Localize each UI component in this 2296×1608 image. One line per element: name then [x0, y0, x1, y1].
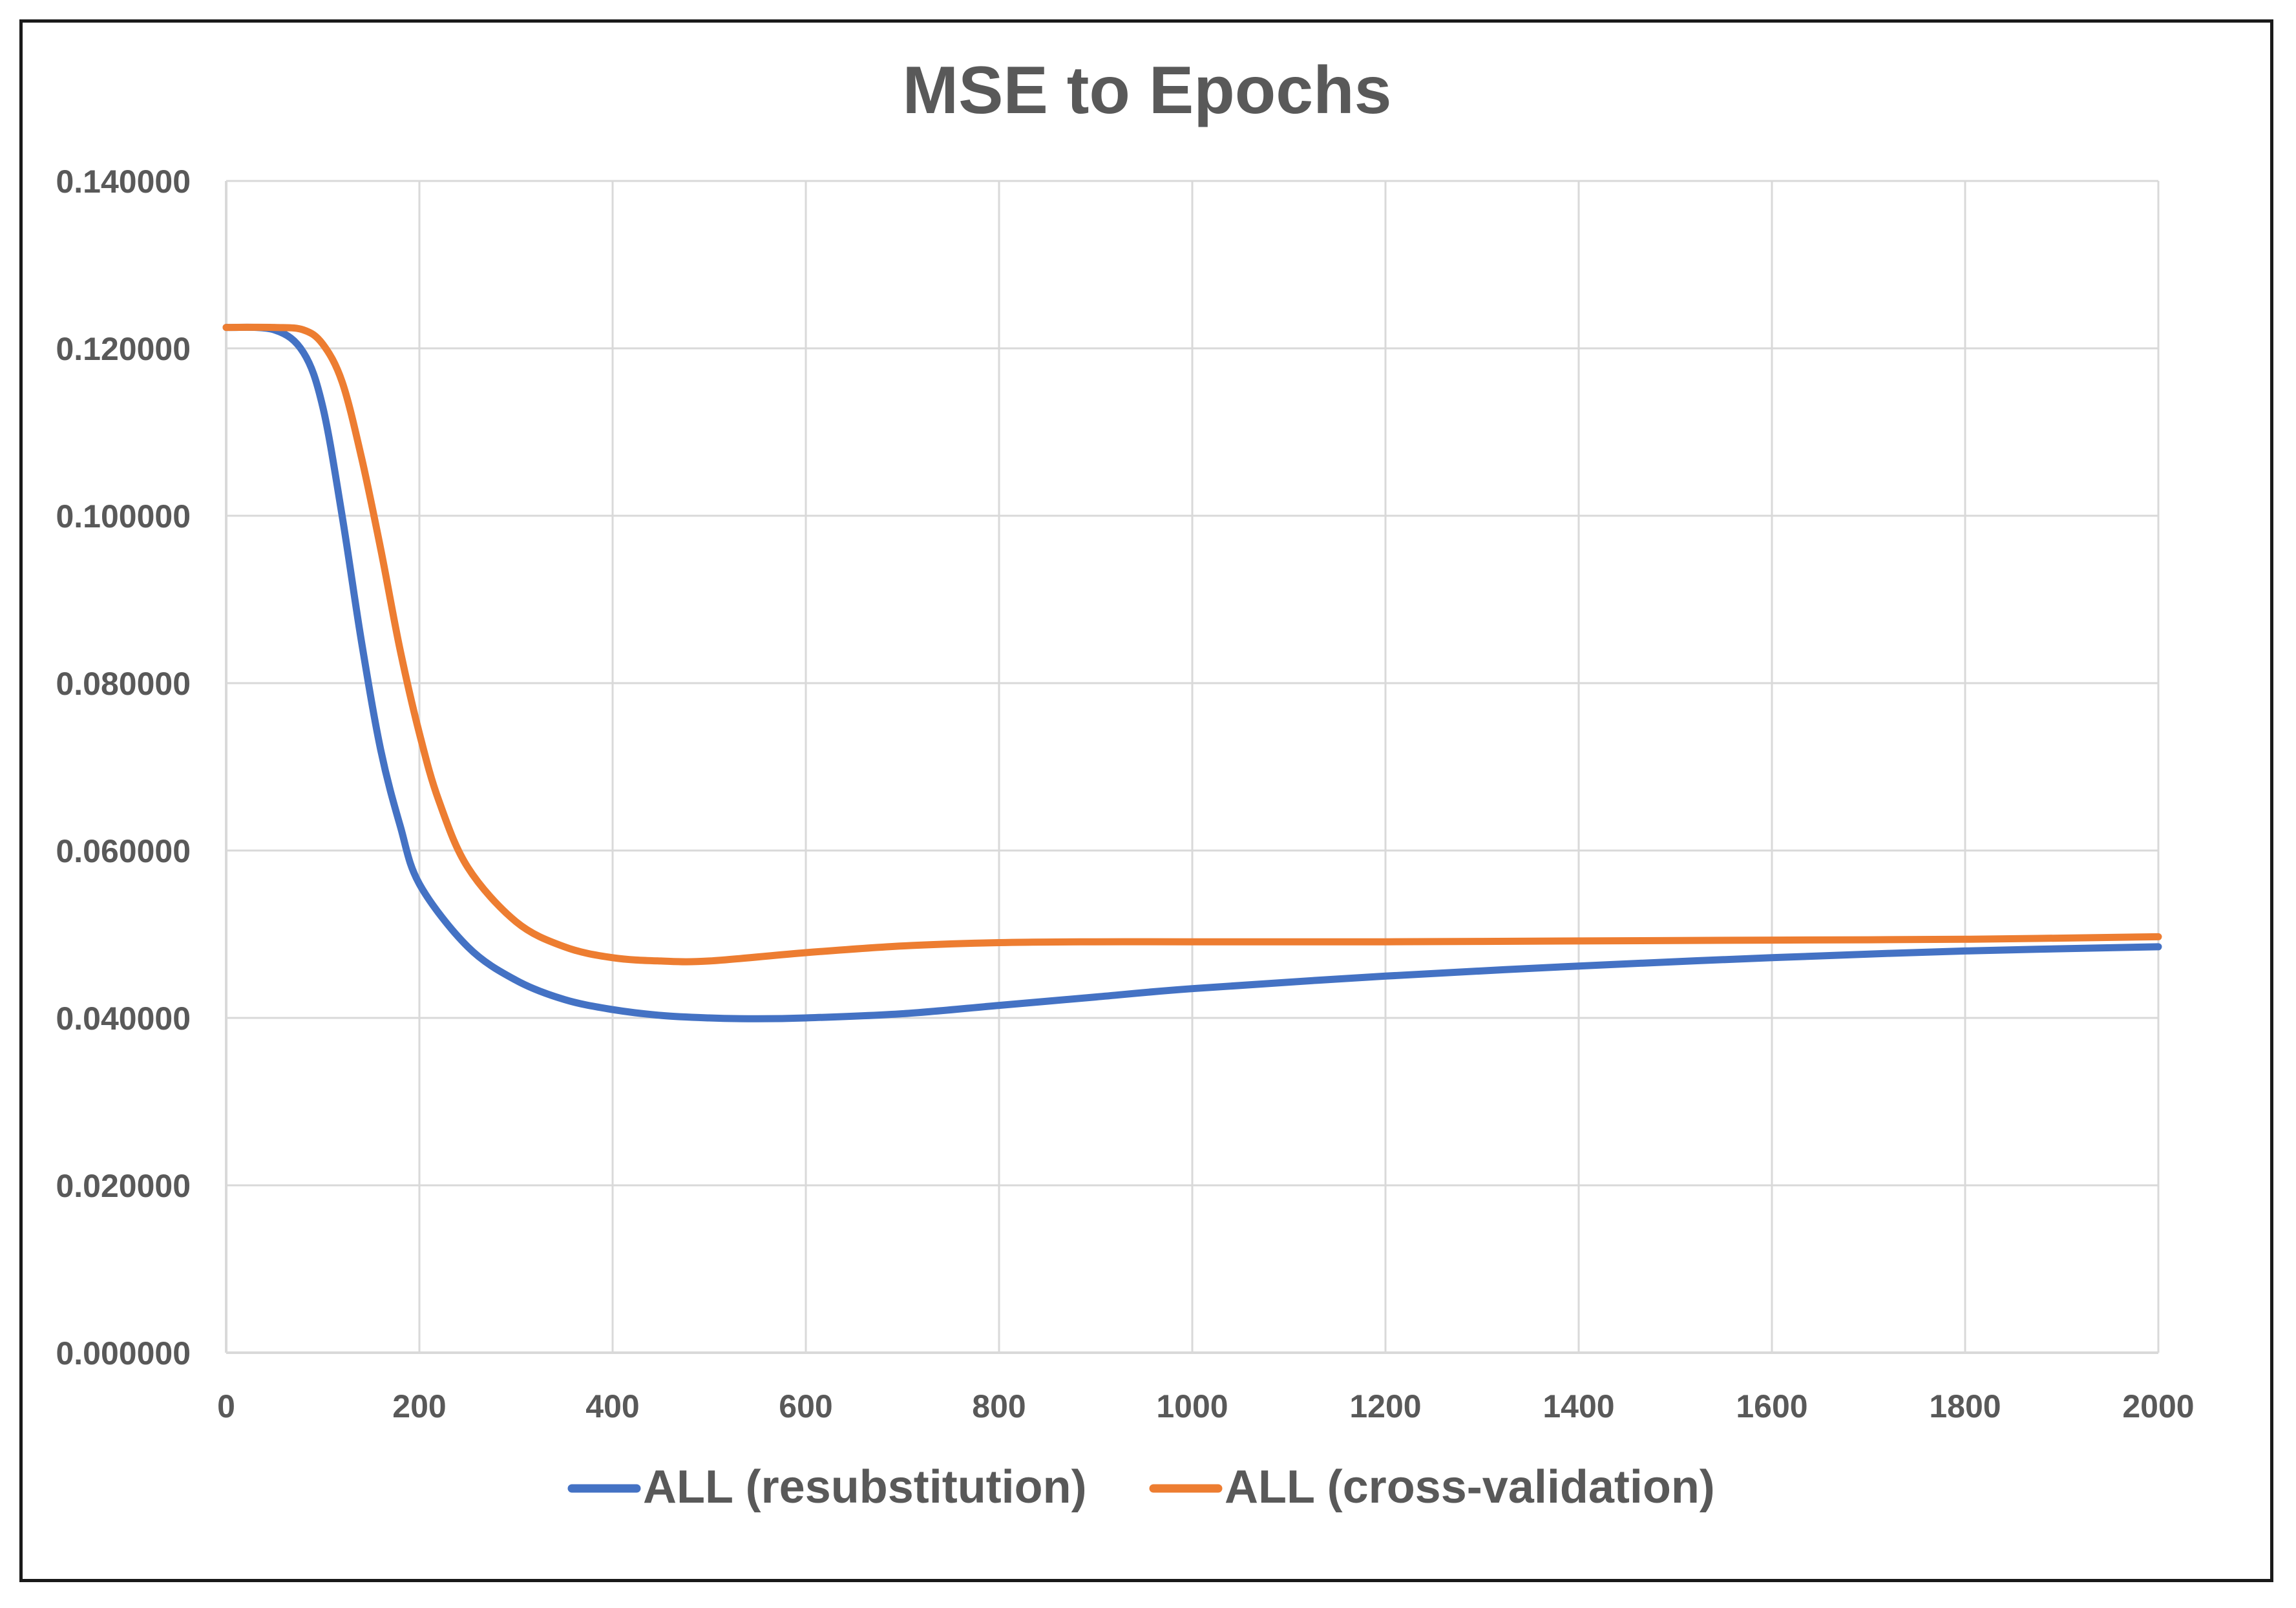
x-tick-label: 400 [585, 1388, 639, 1424]
x-tick-label: 2000 [2122, 1388, 2194, 1424]
y-tick-label: 0.000000 [56, 1335, 191, 1371]
y-tick-label: 0.040000 [56, 1000, 191, 1037]
x-tick-label: 1400 [1543, 1388, 1614, 1424]
chart-title: MSE to Epochs [903, 53, 1392, 128]
x-tick-label: 800 [972, 1388, 1026, 1424]
y-tick-label: 0.080000 [56, 666, 191, 702]
y-tick-label: 0.140000 [56, 164, 191, 200]
y-tick-label: 0.100000 [56, 498, 191, 534]
x-tick-label: 1000 [1156, 1388, 1228, 1424]
x-tick-label: 1200 [1349, 1388, 1421, 1424]
x-tick-label: 600 [779, 1388, 832, 1424]
y-tick-label: 0.120000 [56, 331, 191, 367]
series-line-resubstitution [222, 323, 2162, 1022]
chart-canvas: MSE to Epochs 0.0000000.0200000.0400000.… [56, 53, 2194, 1513]
axis-layer: 0.000000 0.020000 0.040000 0.060000 0.080000… [56, 164, 2194, 1424]
legend-label: ALL (resubstitution) [643, 1461, 1087, 1513]
legend-label: ALL (cross-validation) [1225, 1461, 1715, 1513]
legend: ALL (resubstitution) ALL (cross-validatio… [567, 1461, 1715, 1513]
x-tick-label: 200 [392, 1388, 446, 1424]
y-tick-label: 0.060000 [56, 833, 191, 869]
series-layer [222, 323, 2162, 1022]
x-tick-label: 0 [217, 1388, 235, 1424]
series-line-cross-validation [222, 323, 2162, 966]
x-tick-label: 1800 [1929, 1388, 2001, 1424]
grid-layer [226, 180, 2160, 1353]
y-tick-label: 0.020000 [56, 1168, 191, 1204]
chart-frame: MSE to Epochs 0.000000 0.020000 0.040000 0.… [19, 19, 2273, 1582]
x-tick-label: 1600 [1736, 1388, 1807, 1424]
